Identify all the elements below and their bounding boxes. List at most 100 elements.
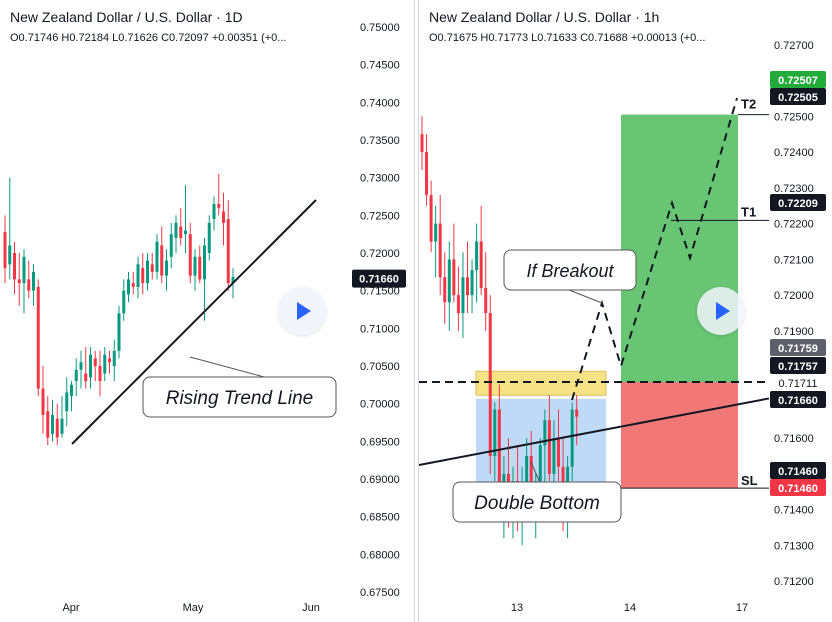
price-badge-label: 0.71460 [778,466,818,478]
y-tick-label: 0.71500 [360,286,400,298]
candle-body [169,234,173,257]
daily-chart-canvas: Rising Trend Line 0.75000 0.74500 0.74000 0.… [3,22,406,614]
y-tick-label: 0.68000 [360,549,400,561]
candle-body [65,392,69,412]
candle-body [32,271,35,291]
candle-body [27,279,31,291]
y-tick-label: 0.72100 [774,254,814,266]
candle-body [212,204,216,220]
candle-body [84,373,88,382]
hourly-chart-title: New Zealand Dollar / U.S. Dollar · 1h [429,9,660,25]
sl-label: SL [741,473,758,488]
candle-body [79,362,83,370]
candle-body [547,420,551,474]
y-tick-label: 0.69500 [360,436,400,448]
breakout-zone [475,370,607,396]
price-badge [770,339,826,356]
candle-body [108,358,111,363]
candle-body [17,279,21,284]
y-tick-label: 0.71600 [774,433,814,445]
candle-body [452,259,456,296]
candle-body [217,204,221,208]
candle-body [41,388,45,415]
candle-body [447,259,451,303]
candle-body [141,268,145,284]
price-badge-label: 0.71757 [778,361,818,373]
y-tick-label: 0.72700 [774,40,814,52]
candle-body [226,219,230,284]
candle-body [484,287,488,313]
hourly-chart-canvas: T2 T1 SL If Breakout Double Bottom 0.72700 0.7… [419,40,826,614]
chart-panel-hourly: T2 T1 SL If Breakout Double Bottom 0.72700 0.7… [418,0,832,622]
x-tick-label: 17 [736,602,748,614]
x-tick-label: Apr [62,602,79,614]
candle-body [466,277,469,296]
candle-body [117,313,121,351]
price-badge [770,391,826,408]
candle-body [112,350,116,366]
y-tick-label: 0.72200 [774,219,814,231]
rising-trend-callout-box [142,376,337,418]
candle-body [93,358,97,366]
candle-body [488,313,492,456]
candle-body [13,253,16,280]
candle-body [122,290,126,314]
daily-ohlc-readout: O0.71746 H0.72184 L0.71626 C0.72097 +0.0… [10,32,287,44]
candle-body [184,230,187,235]
candle-body [203,245,206,280]
y-tick-label: 0.72400 [774,147,814,159]
candle-body [231,277,235,284]
candle-body [60,418,64,434]
rising-trend-callout-text: Rising Trend Line [166,388,314,409]
candle-body [55,418,59,438]
candle-body [127,279,130,295]
t2-label: T2 [741,97,756,112]
target-zone [621,114,738,382]
candle-body [165,260,168,276]
candle-body [207,222,211,253]
double-bottom-callout-text: Double Bottom [474,493,600,514]
t1-label: T1 [741,204,756,219]
candle-body [51,414,54,434]
y-tick-label: 0.68500 [360,512,400,524]
x-tick-label: 13 [511,602,523,614]
candle-body [493,409,497,456]
candle-body [8,245,12,265]
candle-body [98,366,102,382]
y-tick-label: 0.75000 [360,22,400,34]
y-tick-label: 0.71300 [774,540,814,552]
callout-pointer [189,356,269,379]
candle-body [160,245,164,276]
candle-body [179,226,183,238]
candle-body [70,384,73,397]
candle-body [89,354,92,378]
candle-body [46,411,50,438]
candle-body [557,438,560,467]
candle-body [150,264,154,272]
if-breakout-callout-box [503,249,637,291]
price-badge-label: 0.72209 [778,198,818,210]
candle-body [3,231,7,269]
y-tick-label: 0.72000 [774,290,814,302]
price-badge [770,374,826,391]
y-tick-label: 0.72000 [360,248,400,260]
y-tick-label: 0.72500 [774,111,814,123]
y-tick-label: 0.69000 [360,474,400,486]
stop-loss-zone [621,381,738,489]
current-price-badge [352,269,406,288]
candle-body [198,256,202,280]
play-button-right[interactable] [697,287,745,335]
y-tick-label: 0.73000 [360,173,400,185]
candle-body [425,152,429,196]
y-tick-label: 0.70000 [360,399,400,411]
play-button-left[interactable] [278,287,326,335]
y-tick-label: 0.74500 [360,60,400,72]
price-badge-label: 0.71460 [778,483,818,495]
candle-body [193,256,197,276]
y-tick-label: 0.71900 [774,326,814,338]
price-badge-label: 0.71711 [779,378,818,390]
candle-body [543,420,547,446]
hourly-ohlc-readout: O0.71675 H0.71773 L0.71633 C0.71688 +0.0… [429,32,706,44]
price-badge [770,88,826,105]
candle-body [461,277,465,313]
